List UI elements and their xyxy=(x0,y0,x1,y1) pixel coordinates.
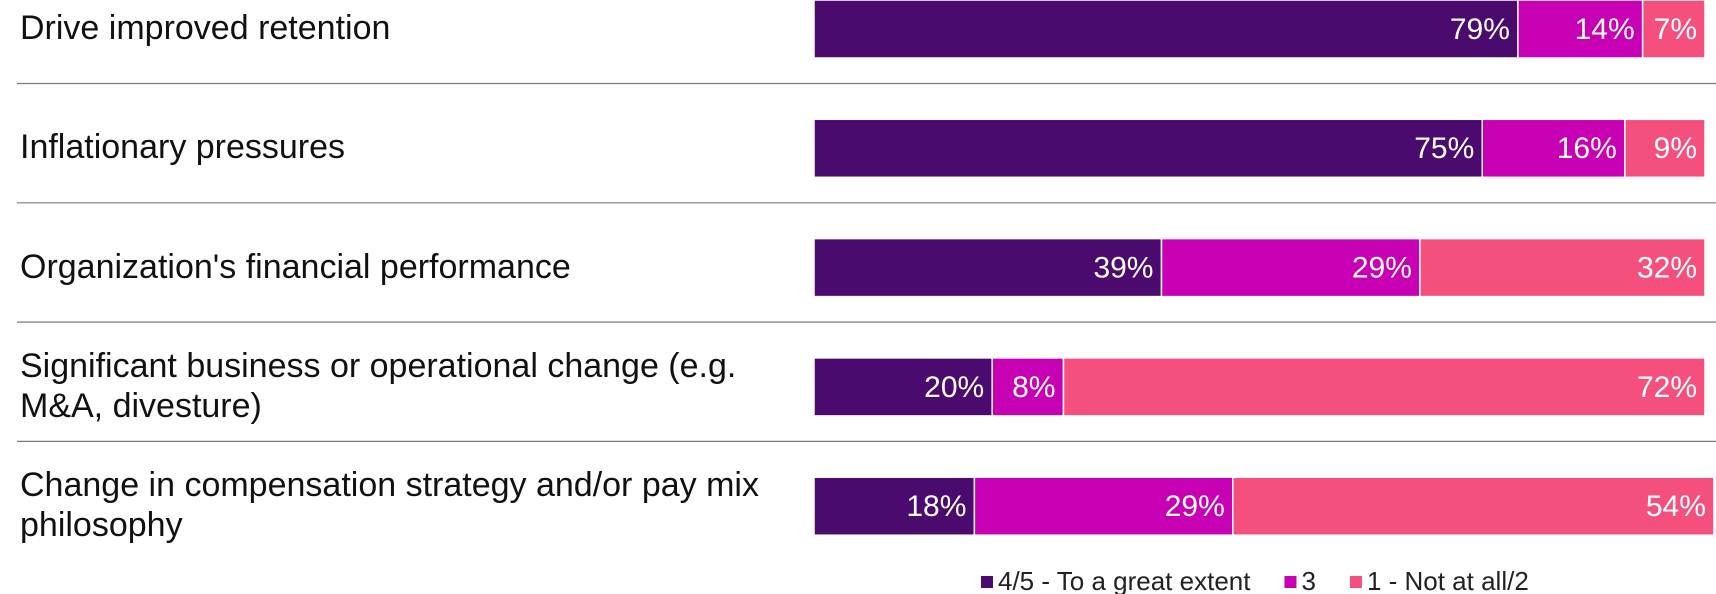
bar-segment xyxy=(1641,0,1706,59)
legend-label: 1 - Not at all/2 xyxy=(1367,566,1529,594)
value-label: 29% xyxy=(1352,252,1412,285)
bar-segment xyxy=(1517,0,1644,59)
value-label: 16% xyxy=(1557,132,1617,165)
legend-label: 3 xyxy=(1301,566,1315,594)
value-label: 32% xyxy=(1637,252,1697,285)
bar-segment xyxy=(813,0,1519,59)
legend-label: 4/5 - To a great extent xyxy=(998,566,1251,594)
category-label: Drive improved retention xyxy=(20,9,391,48)
value-label: 39% xyxy=(1093,252,1153,285)
legend-swatch xyxy=(981,576,993,588)
value-label: 20% xyxy=(924,371,984,404)
category-label: Significant business or operational chan… xyxy=(20,347,737,425)
value-label: 72% xyxy=(1637,371,1697,404)
value-label: 7% xyxy=(1654,13,1697,46)
bar-segment xyxy=(991,357,1065,417)
bar-segment xyxy=(1160,237,1421,298)
bar-segment xyxy=(1419,237,1706,298)
value-label: 75% xyxy=(1414,132,1474,165)
bar-segment xyxy=(1232,476,1715,536)
value-label: 79% xyxy=(1450,13,1510,46)
bar-segment xyxy=(1481,118,1626,179)
category-label: Change in compensation strategy and/or p… xyxy=(20,466,759,545)
category-label: Organization's financial performance xyxy=(20,247,571,286)
value-label: 54% xyxy=(1646,490,1706,523)
value-label: 18% xyxy=(906,490,966,523)
value-label: 8% xyxy=(1012,371,1055,404)
category-label: Inflationary pressures xyxy=(20,128,346,167)
bar-segment xyxy=(1624,118,1706,179)
legend-swatch xyxy=(1284,576,1297,588)
value-label: 14% xyxy=(1575,13,1635,46)
legend-swatch xyxy=(1349,576,1362,588)
bar-segment xyxy=(973,476,1234,536)
bar-segment xyxy=(813,118,1483,179)
bar-segment xyxy=(813,476,976,536)
value-label: 9% xyxy=(1654,132,1697,165)
value-label: 29% xyxy=(1165,490,1225,523)
bar-segment xyxy=(1062,357,1706,417)
